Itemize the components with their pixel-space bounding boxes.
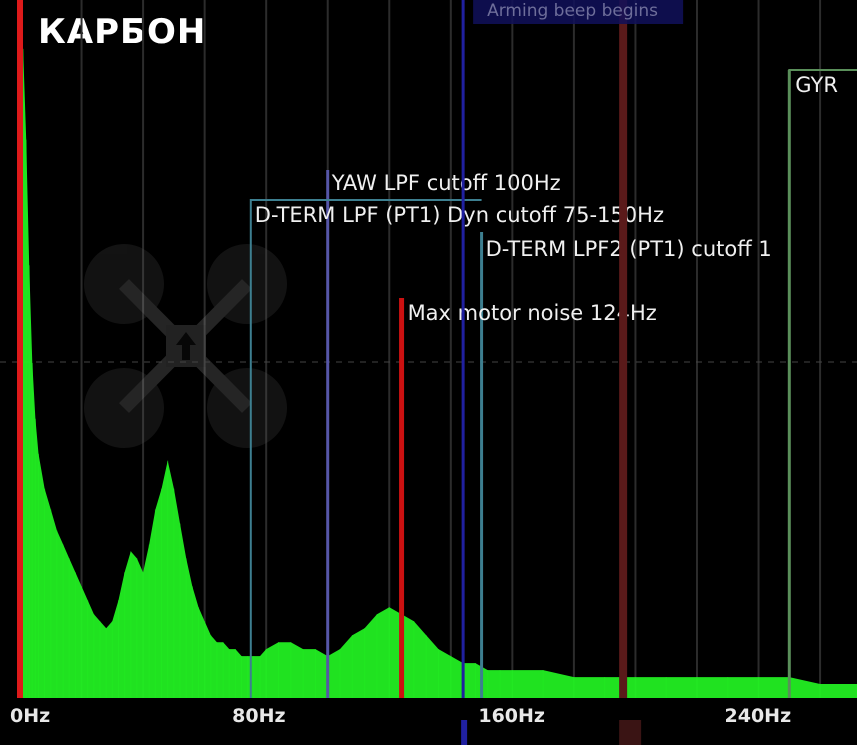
filter-label: D-TERM LPF2 (PT1) cutoff 1 <box>486 237 772 261</box>
event-marker: Arming beep begins <box>461 0 684 745</box>
event-tick <box>461 720 468 745</box>
gyro-filter-box <box>788 69 857 698</box>
x-tick-label: 80Hz <box>232 705 285 727</box>
event-label: Arming beep begins <box>487 1 658 21</box>
gyro-filter-label: GYR <box>795 73 838 97</box>
quadcopter-watermark-icon <box>84 244 287 448</box>
chart-title: КАРБОН <box>38 12 207 52</box>
x-tick-label: 160Hz <box>478 705 545 727</box>
event-label-box <box>473 0 684 24</box>
filter-markers: YAW LPF cutoff 100Hz D-TERM LPF (PT1) Dyn… <box>17 0 857 698</box>
axis-strip <box>0 698 857 745</box>
grid-lines <box>19 0 822 698</box>
filter-label: YAW LPF cutoff 100Hz <box>331 171 561 195</box>
event-tick <box>619 720 642 745</box>
filter-label: D-TERM LPF (PT1) Dyn cutoff 75-150Hz <box>255 203 664 227</box>
spectrum-area <box>0 34 857 745</box>
x-tick-label: 240Hz <box>725 705 792 727</box>
filter-label: Max motor noise 124Hz <box>408 301 657 325</box>
x-tick-label: 0Hz <box>10 705 50 727</box>
filter-box <box>249 199 482 698</box>
x-axis-ticks: 0Hz 80Hz 160Hz 240Hz <box>10 705 791 727</box>
spectrum-series-area <box>20 34 857 698</box>
